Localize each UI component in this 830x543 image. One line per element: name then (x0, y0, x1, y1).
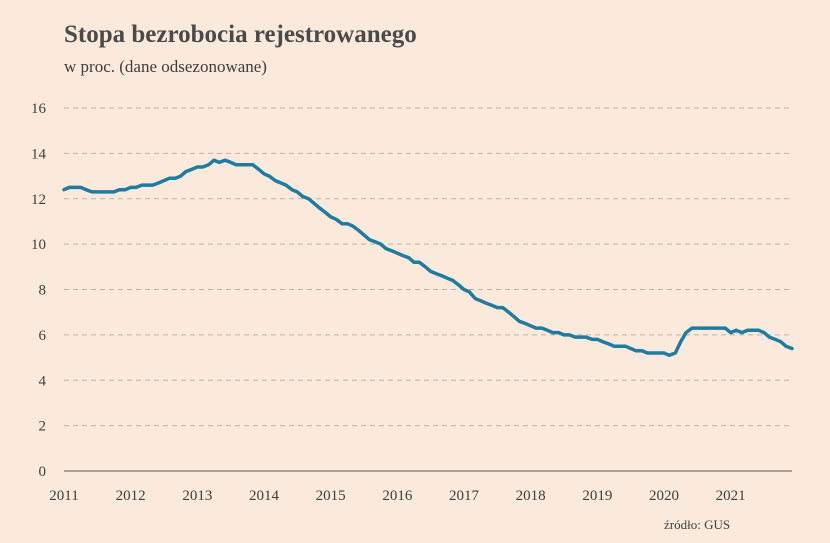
x-tick-label: 2016 (382, 488, 413, 504)
x-axis-tick-labels: 2011 2012 2013 2014 2015 2016 2017 2018 2019 2020… (49, 488, 745, 504)
x-tick-label: 2018 (516, 488, 546, 504)
x-tick-label: 2020 (649, 488, 679, 504)
y-tick-label: 2 (39, 419, 47, 435)
x-tick-label: 2012 (116, 488, 146, 504)
y-tick-label: 14 (31, 146, 47, 162)
series-line-0 (62, 158, 794, 358)
chart-subtitle: w proc. (dane odsezonowane) (64, 57, 267, 76)
chart-title: Stopa bezrobocia rejestrowanego (64, 21, 417, 48)
x-tick-label: 2015 (316, 488, 346, 504)
y-tick-label: 0 (39, 464, 47, 480)
y-tick-label: 4 (39, 373, 47, 389)
series-layer (62, 158, 794, 358)
x-tick-label: 2011 (49, 488, 78, 504)
x-tick-label: 2013 (182, 488, 212, 504)
grid-lines (64, 107, 792, 427)
x-tick-label: 2017 (449, 488, 480, 504)
x-tick-label: 2014 (249, 488, 280, 504)
y-tick-label: 12 (31, 192, 46, 208)
y-tick-label: 10 (31, 237, 46, 253)
x-tick-label: 2021 (716, 488, 746, 504)
y-axis-tick-labels: 0 2 4 6 8 10 12 14 16 (31, 101, 47, 480)
y-tick-label: 6 (39, 328, 47, 344)
x-tick-label: 2019 (582, 488, 612, 504)
y-tick-label: 8 (39, 283, 47, 299)
source-note: źródło: GUS (664, 517, 731, 532)
y-tick-label: 16 (31, 101, 47, 117)
